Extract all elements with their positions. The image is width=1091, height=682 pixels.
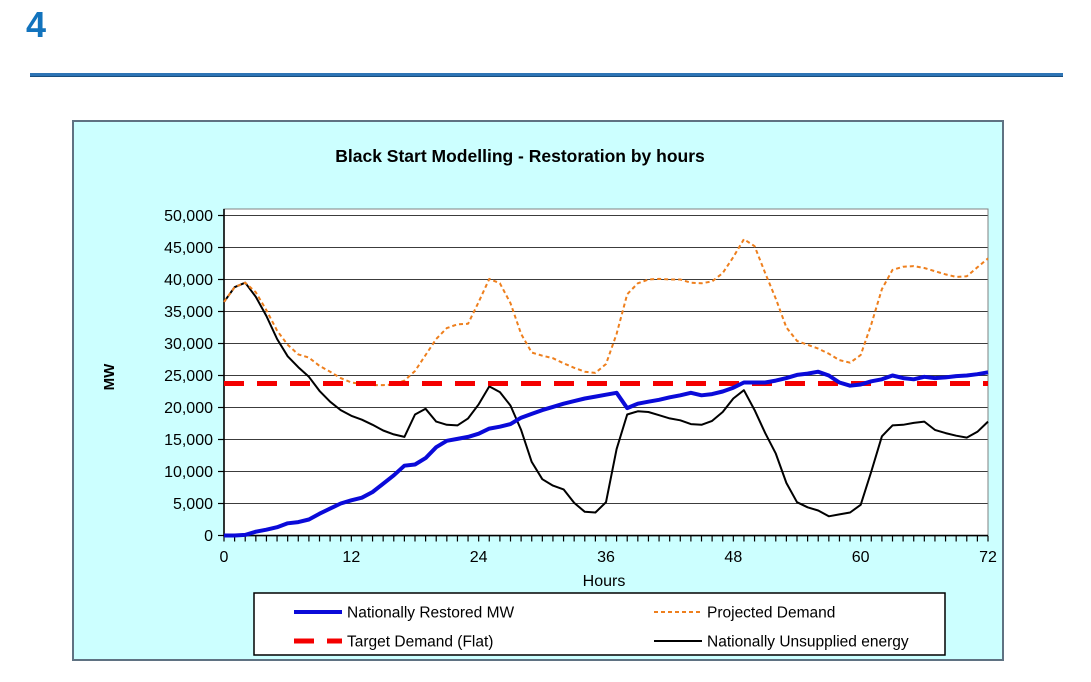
y-tick-label: 40,000 <box>164 272 213 289</box>
legend-box <box>253 592 946 656</box>
x-tick-label: 36 <box>597 549 615 566</box>
legend-label: Target Demand (Flat) <box>347 634 493 651</box>
y-tick-label: 25,000 <box>164 368 213 385</box>
y-tick-label: 15,000 <box>164 432 213 449</box>
nationally-unsupplied-energy-line <box>223 281 989 518</box>
x-tick-label: 12 <box>342 549 360 566</box>
plot-area <box>223 208 989 537</box>
y-tick-label: 35,000 <box>164 304 213 321</box>
y-tick-label: 10,000 <box>164 464 213 481</box>
chart-container: 0 5,000 10,000 15,000 20,000 25,000 30,000 35,0… <box>72 120 1004 661</box>
x-tick-label: 72 <box>979 549 997 566</box>
y-axis-label: MW <box>101 363 118 390</box>
x-tick-label: 60 <box>852 549 870 566</box>
x-axis-label: Hours <box>583 573 626 590</box>
y-tick-label: 50,000 <box>164 208 213 225</box>
projected-demand-line <box>223 238 989 387</box>
legend-label: Projected Demand <box>707 605 835 622</box>
y-tick-label: 0 <box>204 528 213 545</box>
y-tick-label: 5,000 <box>173 496 213 513</box>
legend-label: Nationally Restored MW <box>347 605 514 622</box>
chart-title: Black Start Modelling - Restoration by h… <box>335 146 705 166</box>
y-tick-label: 20,000 <box>164 400 213 417</box>
y-tick-label: 45,000 <box>164 240 213 257</box>
restoration-chart: 0 5,000 10,000 15,000 20,000 25,000 30,000 35,0… <box>101 146 997 656</box>
x-tick-label: 24 <box>470 549 488 566</box>
y-tick-label: 30,000 <box>164 336 213 353</box>
header-rule <box>30 73 1063 77</box>
page-number: 4 <box>26 4 47 45</box>
x-tick-label: 0 <box>220 549 229 566</box>
nationally-restored-mw-line <box>224 369 989 538</box>
legend-label: Nationally Unsupplied energy <box>707 634 909 651</box>
x-tick-label: 48 <box>724 549 742 566</box>
